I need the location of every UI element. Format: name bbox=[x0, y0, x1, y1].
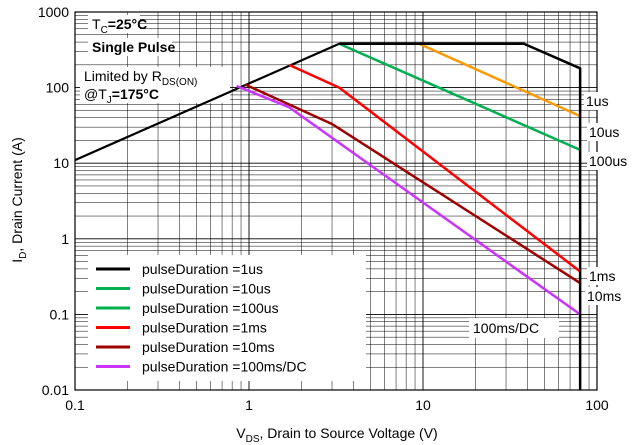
legend-box bbox=[88, 255, 366, 381]
series-lines bbox=[74, 15, 582, 390]
legend-label: pulseDuration =1us bbox=[142, 261, 263, 277]
legend-label: pulseDuration =10us bbox=[142, 281, 271, 297]
series-line bbox=[288, 63, 581, 273]
x-tick-label: 10 bbox=[415, 397, 431, 413]
series-line bbox=[339, 42, 582, 390]
single-pulse-note: Single Pulse bbox=[92, 39, 175, 55]
end-labels: 1us 10us 100us 1ms 10ms 100ms/DC bbox=[469, 92, 635, 338]
rdson-limit-line bbox=[74, 42, 340, 162]
y-tick-label: 100 bbox=[46, 80, 70, 96]
end-label-background bbox=[587, 267, 635, 285]
end-label-background bbox=[584, 92, 632, 110]
tc-note: TC=25°C bbox=[92, 16, 147, 36]
legend: pulseDuration =1us pulseDuration =10us pul… bbox=[88, 255, 366, 381]
note-background bbox=[88, 15, 140, 33]
end-label-background bbox=[587, 123, 635, 141]
x-tick-label: 100 bbox=[585, 397, 609, 413]
y-tick-label: 0.1 bbox=[50, 306, 70, 322]
note-background bbox=[80, 67, 230, 103]
series-end-label: 10us bbox=[589, 124, 619, 140]
legend-label: pulseDuration =10ms bbox=[142, 339, 275, 355]
y-axis-title: ID, Drain Current (A) bbox=[9, 137, 29, 262]
end-label-background bbox=[469, 318, 559, 338]
series-end-label: 1us bbox=[586, 93, 609, 109]
legend-label: pulseDuration =1ms bbox=[142, 320, 267, 336]
x-tick-label: 0.1 bbox=[65, 397, 85, 413]
series-end-label: 1ms bbox=[589, 268, 615, 284]
x-axis-title: VDS, Drain to Source Voltage (V) bbox=[236, 425, 437, 445]
y-tick-label: 1 bbox=[61, 231, 69, 247]
note-background bbox=[88, 38, 172, 56]
x-tick-label: 1 bbox=[245, 397, 253, 413]
series-line bbox=[236, 84, 581, 316]
end-label-background bbox=[585, 287, 633, 305]
y-tick-label: 0.01 bbox=[42, 382, 69, 398]
series-line bbox=[338, 42, 581, 152]
plot-frame bbox=[74, 11, 598, 391]
legend-label: pulseDuration =100ms/DC bbox=[142, 359, 307, 375]
rdson-limit-note: Limited by RDS(ON) bbox=[84, 68, 197, 88]
annotations: TC=25°C Single Pulse Limited by RDS(ON) … bbox=[84, 16, 197, 106]
series-end-label: 100us bbox=[589, 153, 627, 169]
series-line bbox=[418, 42, 581, 118]
tj-note: @TJ=175°C bbox=[84, 86, 159, 106]
series-end-label: 10ms bbox=[587, 288, 621, 304]
legend-label: pulseDuration =100us bbox=[142, 300, 279, 316]
y-tick-label: 1000 bbox=[38, 4, 69, 20]
y-tick-label: 10 bbox=[53, 155, 69, 171]
series-line bbox=[244, 83, 581, 285]
series-end-label: 100ms/DC bbox=[473, 320, 539, 336]
end-label-background bbox=[587, 152, 635, 170]
